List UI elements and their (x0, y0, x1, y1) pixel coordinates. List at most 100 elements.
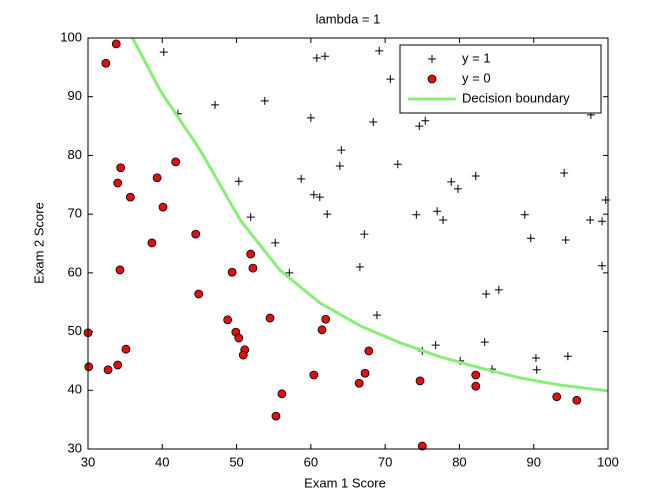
x-tick-label: 40 (155, 454, 169, 469)
legend-label: Decision boundary (462, 90, 570, 105)
circle-point (115, 265, 125, 275)
circle-point (354, 378, 364, 388)
plus-point (482, 289, 491, 298)
circle-point (321, 314, 331, 324)
plus-point (598, 261, 607, 270)
y-tick-label: 80 (68, 147, 82, 162)
circle-point (552, 392, 562, 402)
x-tick-label: 80 (452, 454, 466, 469)
plus-point (386, 75, 395, 84)
circle-point (152, 173, 162, 183)
circle-point (191, 229, 201, 239)
legend-label: y = 1 (462, 50, 491, 65)
circle-point (147, 238, 157, 248)
x-tick-label: 90 (526, 454, 540, 469)
circle-point (234, 333, 244, 343)
circle-point (113, 360, 123, 370)
circle-point (103, 365, 113, 375)
plus-point (447, 177, 456, 186)
circle-point (111, 39, 121, 49)
y-tick-label: 40 (68, 382, 82, 397)
plus-point (531, 353, 540, 362)
circle-point (223, 315, 233, 325)
circle-point (113, 178, 123, 188)
circle-point (471, 370, 481, 380)
plus-point (563, 352, 572, 361)
circle-point (471, 381, 481, 391)
plus-point (598, 217, 607, 226)
circle-point (116, 163, 126, 173)
plus-point (526, 234, 535, 243)
plus-point (271, 238, 280, 247)
plus-point (421, 116, 430, 125)
plus-point (297, 174, 306, 183)
legend-swatch (427, 74, 437, 84)
circle-point (265, 313, 275, 323)
circle-point (171, 157, 181, 167)
x-tick-label: 100 (597, 454, 619, 469)
plus-point (494, 285, 503, 294)
boundary-line (131, 37, 609, 393)
plus-point (312, 53, 321, 62)
plus-point (375, 46, 384, 55)
circle-point (227, 267, 237, 277)
y-tick-label: 50 (68, 323, 82, 338)
plus-point (372, 311, 381, 320)
y-tick-label: 90 (68, 88, 82, 103)
plus-point (586, 216, 595, 225)
y-tick-label: 70 (68, 206, 82, 221)
plus-point (433, 207, 442, 216)
plus-point (335, 161, 344, 170)
plus-point (415, 122, 424, 131)
x-tick-label: 50 (229, 454, 243, 469)
plus-point (532, 365, 541, 374)
plus-point (234, 177, 243, 186)
plus-point (439, 216, 448, 225)
circle-point (246, 249, 256, 259)
circle-point (248, 263, 258, 273)
circle-point (194, 289, 204, 299)
circle-point (121, 344, 131, 354)
circle-point (101, 58, 111, 68)
circle-point (84, 362, 94, 372)
plus-point (520, 210, 529, 219)
plus-point (471, 171, 480, 180)
circle-point (125, 192, 135, 202)
circle-point (309, 370, 319, 380)
plus-point (323, 210, 332, 219)
x-axis-label: Exam 1 Score (304, 475, 386, 490)
circle-point (417, 441, 427, 451)
plus-point (306, 113, 315, 122)
plus-point (315, 193, 324, 202)
axes-box (87, 37, 609, 450)
circle-point (415, 376, 425, 386)
plus-point (159, 48, 168, 57)
plus-point (337, 146, 346, 155)
circle-point (572, 395, 582, 405)
plus-point (412, 210, 421, 219)
y-tick-label: 60 (68, 264, 82, 279)
series-circle (83, 39, 582, 451)
plus-point (431, 341, 440, 350)
plus-point (360, 230, 369, 239)
y-tick-label: 30 (68, 440, 82, 455)
plus-point (393, 160, 402, 169)
x-tick-label: 60 (304, 454, 318, 469)
plus-point (355, 262, 364, 271)
plus-point (480, 338, 489, 347)
plus-point (211, 100, 220, 109)
circle-point (238, 350, 248, 360)
legend: y = 1 y = 0 Decision boundary (399, 44, 602, 114)
chart-title: lambda = 1 (316, 11, 381, 26)
legend-swatch (428, 55, 436, 63)
plus-point (260, 96, 269, 105)
plus-point (320, 52, 329, 61)
plus-point (246, 213, 255, 222)
y-axis-label: Exam 2 Score (31, 202, 46, 284)
plus-point (285, 268, 294, 277)
x-tick-label: 70 (378, 454, 392, 469)
x-tick-label: 30 (81, 454, 95, 469)
circle-point (277, 389, 287, 399)
plus-point (369, 117, 378, 126)
